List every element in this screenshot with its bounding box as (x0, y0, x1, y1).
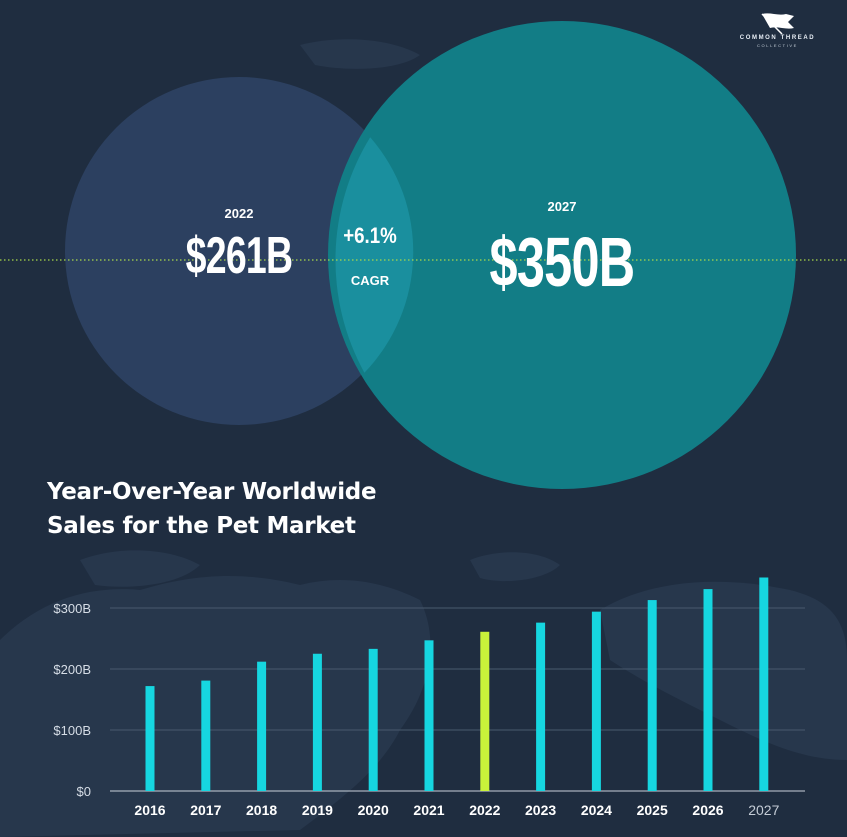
bar-2019 (312, 653, 322, 791)
bar-2018 (257, 661, 267, 791)
y-tick-label: $100B (53, 723, 91, 738)
y-tick-label: $0 (77, 784, 91, 799)
bar-2020 (368, 648, 378, 791)
right-value: $350B (489, 223, 636, 301)
y-tick-label: $200B (53, 662, 91, 677)
x-tick-label: 2016 (134, 802, 165, 818)
bar-2017 (201, 680, 211, 791)
chart-title: Year-Over-Year Worldwide Sales for the P… (47, 475, 467, 543)
x-tick-label: 2026 (692, 802, 723, 818)
cagr-value: +6.1% (343, 223, 397, 248)
brand-subname: COLLECTIVE (757, 43, 798, 48)
x-tick-label: 2018 (246, 802, 277, 818)
x-tick-label: 2019 (302, 802, 333, 818)
x-tick-label: 2022 (469, 802, 500, 818)
circle-2022 (65, 77, 413, 425)
left-value: $261B (185, 227, 293, 285)
x-tick-label: 2021 (413, 802, 444, 818)
bar-2021 (424, 640, 434, 791)
x-tick-label: 2020 (358, 802, 389, 818)
brand-name: COMMON THREAD (739, 35, 816, 41)
x-tick-label: 2027 (748, 802, 779, 818)
left-year-label: 2022 (224, 206, 254, 221)
world-map-background (0, 39, 847, 837)
chart-title-line-2: Sales for the Pet Market (47, 513, 356, 539)
bar-2026 (703, 589, 713, 791)
right-year-label: 2027 (547, 199, 577, 214)
chart-title-line-1: Year-Over-Year Worldwide (47, 479, 377, 505)
bar-2023 (536, 622, 546, 791)
bar-chart: $0 $100B $200B $300B 2016 2017 2018 2019 2020 202… (53, 577, 805, 818)
flag-icon (760, 13, 794, 34)
y-tick-label: $300B (53, 601, 91, 616)
bar-2027 (759, 577, 769, 791)
bar-2016 (145, 686, 155, 791)
x-tick-label: 2024 (581, 802, 612, 818)
circle-2027 (328, 21, 796, 489)
bar-2024 (591, 611, 601, 791)
bar-2025 (647, 600, 657, 791)
brand-logo: COMMON THREAD COLLECTIVE (730, 12, 825, 56)
bar-2022 (480, 631, 490, 791)
x-tick-label: 2025 (637, 802, 668, 818)
x-tick-label: 2017 (190, 802, 221, 818)
cagr-label: CAGR (350, 273, 390, 288)
x-tick-label: 2023 (525, 802, 556, 818)
circle-overlap (335, 137, 414, 373)
